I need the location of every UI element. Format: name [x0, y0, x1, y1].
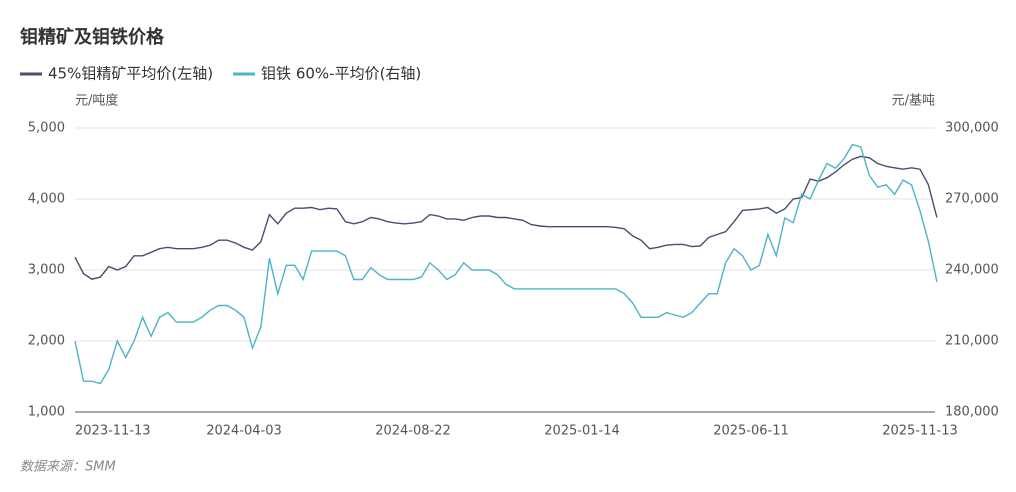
- y-tick-label: 5,000: [28, 121, 65, 136]
- y2-tick-label: 180,000: [945, 405, 999, 420]
- source-note: 数据来源：SMM: [20, 460, 116, 475]
- y-tick-label: 4,000: [28, 192, 65, 207]
- y2-tick-label: 300,000: [945, 121, 999, 136]
- y2-tick-label: 240,000: [945, 263, 999, 278]
- y2-tick-label: 210,000: [945, 334, 999, 349]
- legend-label: 钼铁 60%-平均价(右轴): [261, 65, 421, 83]
- chart-title: 钼精矿及钼铁价格: [20, 26, 165, 48]
- y2-axis-label: 元/基吨: [892, 94, 935, 109]
- y-tick-label: 3,000: [28, 263, 65, 278]
- y-tick-label: 2,000: [28, 334, 65, 349]
- series-line: [74, 143, 938, 385]
- x-tick-label: 2025-06-11: [713, 424, 789, 439]
- y2-tick-label: 270,000: [945, 192, 999, 207]
- series-line: [74, 155, 938, 280]
- y-axis-label: 元/吨度: [75, 93, 118, 109]
- y-tick-label: 1,000: [28, 405, 65, 420]
- x-tick-label: 2023-11-13: [75, 424, 151, 439]
- x-tick-label: 2024-04-03: [206, 424, 282, 439]
- legend-label: 45%钼精矿平均价(左轴): [48, 65, 213, 83]
- x-tick-label: 2024-08-22: [375, 424, 451, 439]
- x-tick-label: 2025-11-13: [882, 424, 958, 439]
- x-tick-label: 2025-01-14: [544, 424, 620, 439]
